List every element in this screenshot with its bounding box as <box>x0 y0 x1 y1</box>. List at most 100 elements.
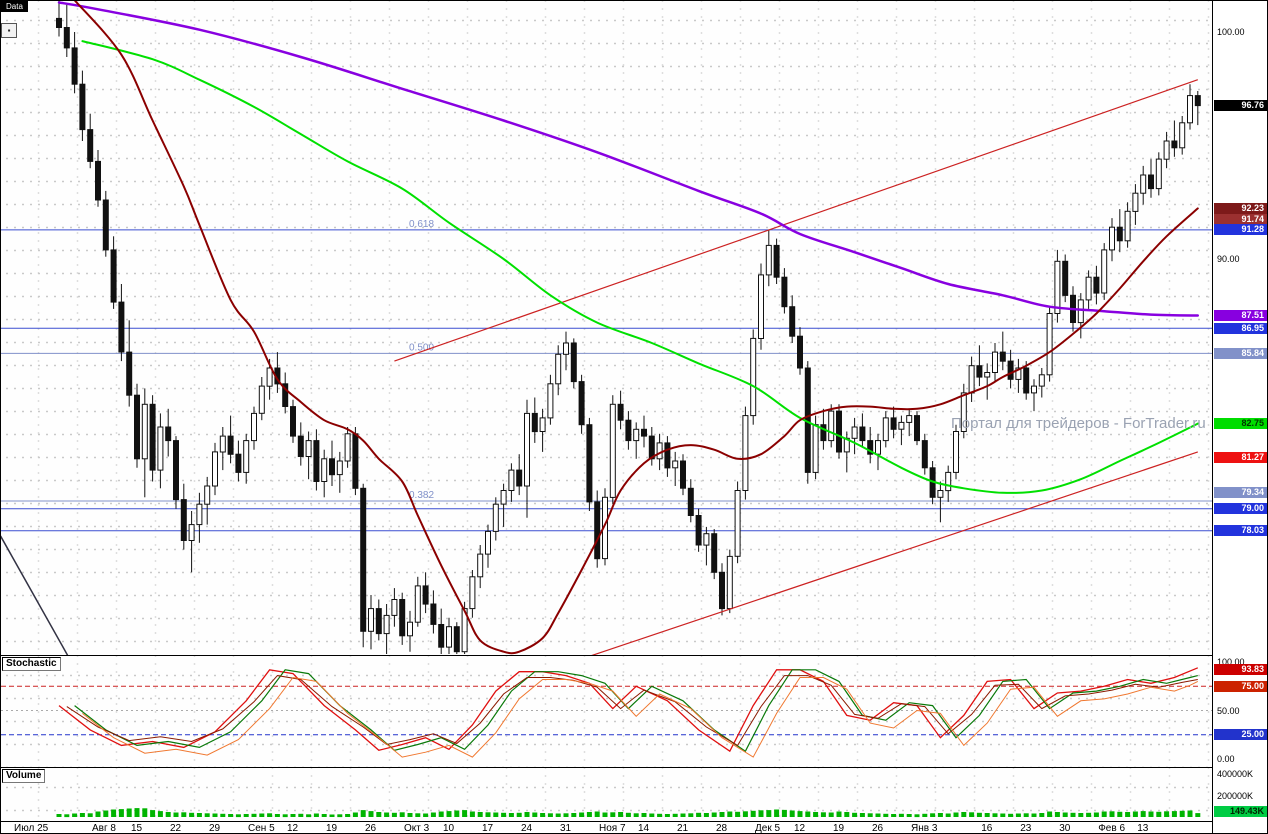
volume-label[interactable]: Volume <box>2 769 46 783</box>
volume-bar <box>368 811 374 817</box>
volume-bar <box>649 813 655 817</box>
time-label: 26 <box>365 823 377 834</box>
candle-up <box>812 424 819 473</box>
volume-bar <box>87 813 93 817</box>
time-label: 26 <box>872 823 884 834</box>
stochastic-tick: 100.00 <box>1217 657 1245 667</box>
price-chart-canvas: 0.618 0.500 0.382 <box>1 1 1212 655</box>
volume-bar <box>696 812 702 817</box>
volume-bar <box>508 813 514 817</box>
volume-bar <box>423 813 429 817</box>
volume-bar <box>750 810 756 817</box>
stochastic-label[interactable]: Stochastic <box>2 657 61 671</box>
time-label: 10 <box>443 823 455 834</box>
volume-bar <box>555 813 561 817</box>
volume-bar <box>797 811 803 817</box>
candle-up <box>446 626 452 648</box>
volume-bar <box>454 810 460 817</box>
volume-bar <box>657 813 663 817</box>
candle-down <box>781 276 788 308</box>
candle-up <box>1163 140 1170 160</box>
panel-divider <box>1 655 1267 656</box>
candle-down <box>695 515 702 546</box>
candle-up <box>321 458 328 482</box>
candle-up <box>258 385 265 414</box>
price-tick: 90.00 <box>1217 254 1240 264</box>
volume-bar <box>602 812 608 817</box>
volume-bar <box>641 813 647 817</box>
volume-bar <box>103 810 109 817</box>
volume-bar <box>1187 810 1193 817</box>
volume-bar <box>126 808 132 817</box>
volume-bar <box>937 813 943 817</box>
chart-data-badge[interactable]: Data <box>1 1 28 12</box>
candle-down <box>180 499 187 542</box>
candle-up <box>875 440 881 455</box>
volume-bar <box>267 813 273 817</box>
candle-up <box>524 412 530 487</box>
volume-bar <box>1195 813 1201 817</box>
candle-down <box>118 301 125 353</box>
candle-up <box>742 415 749 492</box>
stoch-green <box>74 669 1198 753</box>
candle-down <box>95 160 101 201</box>
volume-bar <box>735 811 741 817</box>
stochastic-level-tag: 25.00 <box>1214 729 1267 741</box>
candle-down <box>789 306 796 337</box>
volume-bar <box>150 810 156 817</box>
time-label: 16 <box>981 823 993 834</box>
volume-bar <box>181 812 187 817</box>
volume-bar <box>891 814 897 817</box>
candle-up <box>851 426 858 439</box>
volume-bar <box>1062 812 1068 817</box>
volume-bar <box>1078 813 1084 817</box>
volume-bar <box>992 813 998 817</box>
chart-tool-button[interactable]: ▪ <box>1 23 17 38</box>
volume-bar <box>157 811 163 817</box>
panel-divider <box>1 767 1267 768</box>
volume-bar <box>1117 811 1123 817</box>
candle-down <box>890 417 897 430</box>
volume-bar <box>953 812 959 817</box>
volume-tick: 200000K <box>1217 791 1254 801</box>
candle-down <box>102 199 109 251</box>
candle-down <box>235 453 242 473</box>
volume-bar <box>727 811 733 817</box>
stoch-darkred <box>66 675 1198 747</box>
volume-bar <box>329 814 335 817</box>
candle-up <box>555 353 562 385</box>
candle-up <box>882 417 889 442</box>
candle-down <box>1148 174 1154 190</box>
candle-down <box>836 410 842 453</box>
candle-down <box>594 501 601 560</box>
price-level-tag: 91.28 <box>1214 224 1267 236</box>
volume-bar <box>844 812 850 817</box>
volume-bar <box>306 814 312 818</box>
volume-bar <box>1093 812 1099 817</box>
volume-bar <box>586 812 592 817</box>
candle-up <box>469 576 476 610</box>
candle-down <box>914 415 920 442</box>
candle-down <box>687 487 694 516</box>
volume-bar <box>196 813 202 817</box>
volume-panel: Volume <box>1 768 1212 821</box>
volume-bar <box>430 812 436 817</box>
volume-bar <box>875 813 881 817</box>
volume-bar <box>711 812 717 817</box>
volume-bar <box>485 812 491 817</box>
time-label: Авг 8 <box>92 823 116 834</box>
candle-up <box>1124 210 1131 242</box>
volume-bar <box>579 812 585 817</box>
volume-bar <box>64 814 70 818</box>
volume-bar <box>820 812 826 817</box>
candle-up <box>141 403 148 460</box>
candle-down <box>422 585 429 605</box>
time-label: Июл 25 <box>14 823 49 834</box>
candle-up <box>563 342 569 355</box>
volume-bar <box>961 812 967 817</box>
price-chart-panel: 0.618 0.500 0.382 Data ▪ Портал для трейде… <box>1 1 1212 655</box>
candle-up <box>251 412 257 442</box>
candle-up <box>828 410 835 442</box>
candle-up <box>1054 260 1061 314</box>
candle-down <box>1007 360 1014 380</box>
